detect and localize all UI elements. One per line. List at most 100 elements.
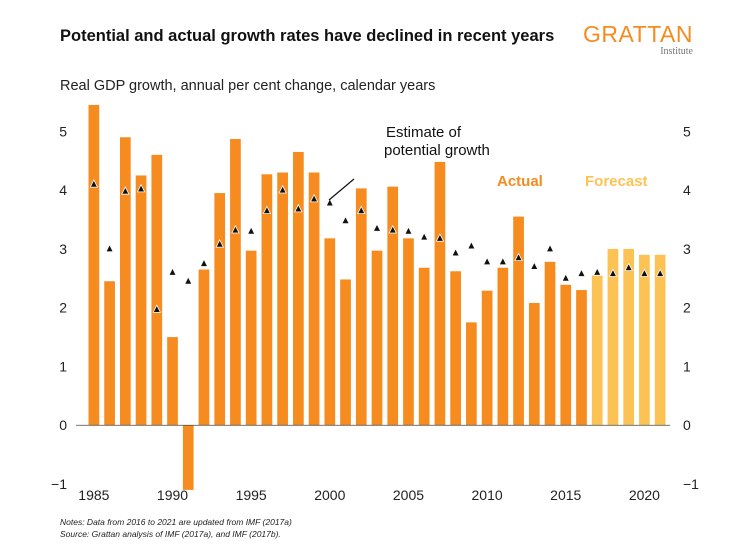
bar-forecast-2019 [623, 248, 635, 426]
potential-marker-2017 [592, 267, 602, 276]
bar-actual-2012 [513, 216, 524, 426]
potential-marker-1988 [136, 183, 146, 193]
potential-marker-2007 [435, 233, 445, 242]
bar-forecast-2021 [654, 254, 666, 426]
potential-marker-2015 [561, 273, 571, 282]
bar-actual-2001 [340, 279, 351, 426]
potential-marker-2010 [482, 256, 492, 266]
bar-actual-2004 [387, 186, 399, 426]
y-tick-right: 2 [683, 300, 691, 316]
y-tick-left: 4 [59, 182, 67, 198]
bar-actual-2010 [481, 290, 493, 426]
bar-actual-2003 [371, 250, 383, 426]
bar-actual-2014 [544, 261, 556, 426]
bar-actual-1997 [277, 172, 288, 426]
potential-marker-2009 [467, 240, 476, 250]
bar-actual-1986 [104, 281, 115, 426]
potential-marker-2019 [624, 262, 633, 272]
y-tick-left: −1 [51, 476, 67, 492]
chart-subtitle: Real GDP growth, annual per cent change,… [60, 78, 436, 94]
potential-marker-1999 [309, 193, 319, 203]
y-tick-right: −1 [683, 476, 699, 492]
potential-marker-2008 [451, 247, 460, 257]
bar-actual-1995 [245, 250, 257, 426]
potential-marker-2002 [357, 205, 366, 215]
potential-marker-2016 [577, 268, 586, 277]
potential-marker-1996 [262, 205, 272, 215]
left-axis-labels: −1 0 1 2 3 4 5 [51, 123, 67, 492]
bar-actual-2002 [355, 188, 367, 426]
bar-actual-2011 [497, 267, 509, 426]
bar-actual-1990 [167, 337, 178, 426]
bar-actual-1988 [135, 175, 147, 426]
potential-marker-1998 [294, 203, 303, 213]
potential-marker-2018 [608, 268, 618, 277]
bar-actual-1998 [293, 151, 304, 426]
forecast-label: Forecast [585, 173, 648, 190]
potential-marker-2011 [498, 256, 508, 266]
bar-actual-2006 [418, 267, 430, 426]
potential-marker-1992 [199, 258, 209, 267]
potential-marker-2006 [419, 231, 429, 241]
y-tick-left: 3 [59, 241, 67, 257]
x-tick: 2005 [393, 487, 424, 503]
bar-actual-2008 [450, 271, 461, 426]
x-tick: 2000 [314, 487, 345, 503]
potential-marker-2021 [655, 268, 665, 277]
potential-marker-2005 [404, 226, 413, 235]
potential-marker-2003 [372, 223, 382, 232]
bar-actual-2015 [560, 284, 572, 426]
bar-actual-1985 [88, 104, 100, 426]
potential-annotation-line2: potential growth [384, 142, 490, 159]
chart-title: Potential and actual growth rates have d… [60, 27, 555, 45]
potential-marker-1994 [231, 224, 240, 234]
potential-marker-1993 [215, 239, 224, 248]
bar-forecast-2017 [591, 275, 603, 426]
y-tick-left: 2 [59, 300, 67, 316]
bar-actual-1989 [151, 154, 163, 426]
potential-marker-1997 [278, 184, 287, 194]
actual-label: Actual [497, 173, 543, 190]
logo-name: GRATTAN [583, 21, 693, 47]
x-tick: 1995 [236, 487, 267, 503]
bar-actual-2009 [466, 322, 477, 426]
potential-marker-2014 [545, 243, 555, 253]
bar-actual-1993 [214, 193, 226, 426]
bar-actual-2013 [528, 302, 540, 426]
bar-forecast-2018 [607, 248, 619, 426]
bar-actual-2000 [324, 238, 336, 426]
y-tick-right: 4 [683, 182, 691, 198]
x-axis-labels: 1985 1990 1995 2000 2005 2010 2015 2020 [78, 487, 660, 503]
potential-marker-2000 [325, 197, 335, 207]
y-tick-right: 0 [683, 417, 691, 433]
y-tick-left: 0 [59, 417, 67, 433]
x-tick: 1985 [78, 487, 109, 503]
potential-marker-1991 [183, 276, 193, 285]
chart-notes: Notes: Data from 2016 to 2021 are update… [60, 516, 292, 540]
bar-actual-1987 [119, 137, 131, 426]
bar-actual-2016 [576, 290, 587, 426]
bars-group [88, 104, 666, 490]
potential-marker-2012 [514, 252, 523, 262]
right-axis-labels: −1 0 1 2 3 4 5 [683, 123, 699, 492]
x-tick: 2010 [472, 487, 503, 503]
y-tick-right: 1 [683, 358, 691, 374]
potential-marker-1989 [152, 304, 162, 313]
bar-actual-1996 [261, 174, 273, 426]
potential-marker-2004 [388, 224, 397, 234]
potential-annotation-leader [328, 178, 355, 201]
notes-line: Notes: Data from 2016 to 2021 are update… [60, 517, 292, 527]
logo-subtitle: Institute [660, 46, 693, 57]
potential-marker-1987 [121, 186, 130, 195]
potential-marker-2001 [341, 215, 350, 224]
y-tick-left: 5 [59, 123, 67, 139]
y-tick-right: 5 [683, 123, 691, 139]
potential-marker-2020 [640, 268, 649, 277]
potential-annotation-line1: Estimate of [386, 124, 462, 141]
bar-actual-1992 [198, 269, 210, 426]
potential-marker-1986 [105, 243, 114, 253]
y-tick-right: 3 [683, 241, 691, 257]
bar-forecast-2020 [639, 254, 650, 426]
bar-actual-1999 [308, 172, 320, 426]
bar-actual-2005 [403, 238, 414, 426]
